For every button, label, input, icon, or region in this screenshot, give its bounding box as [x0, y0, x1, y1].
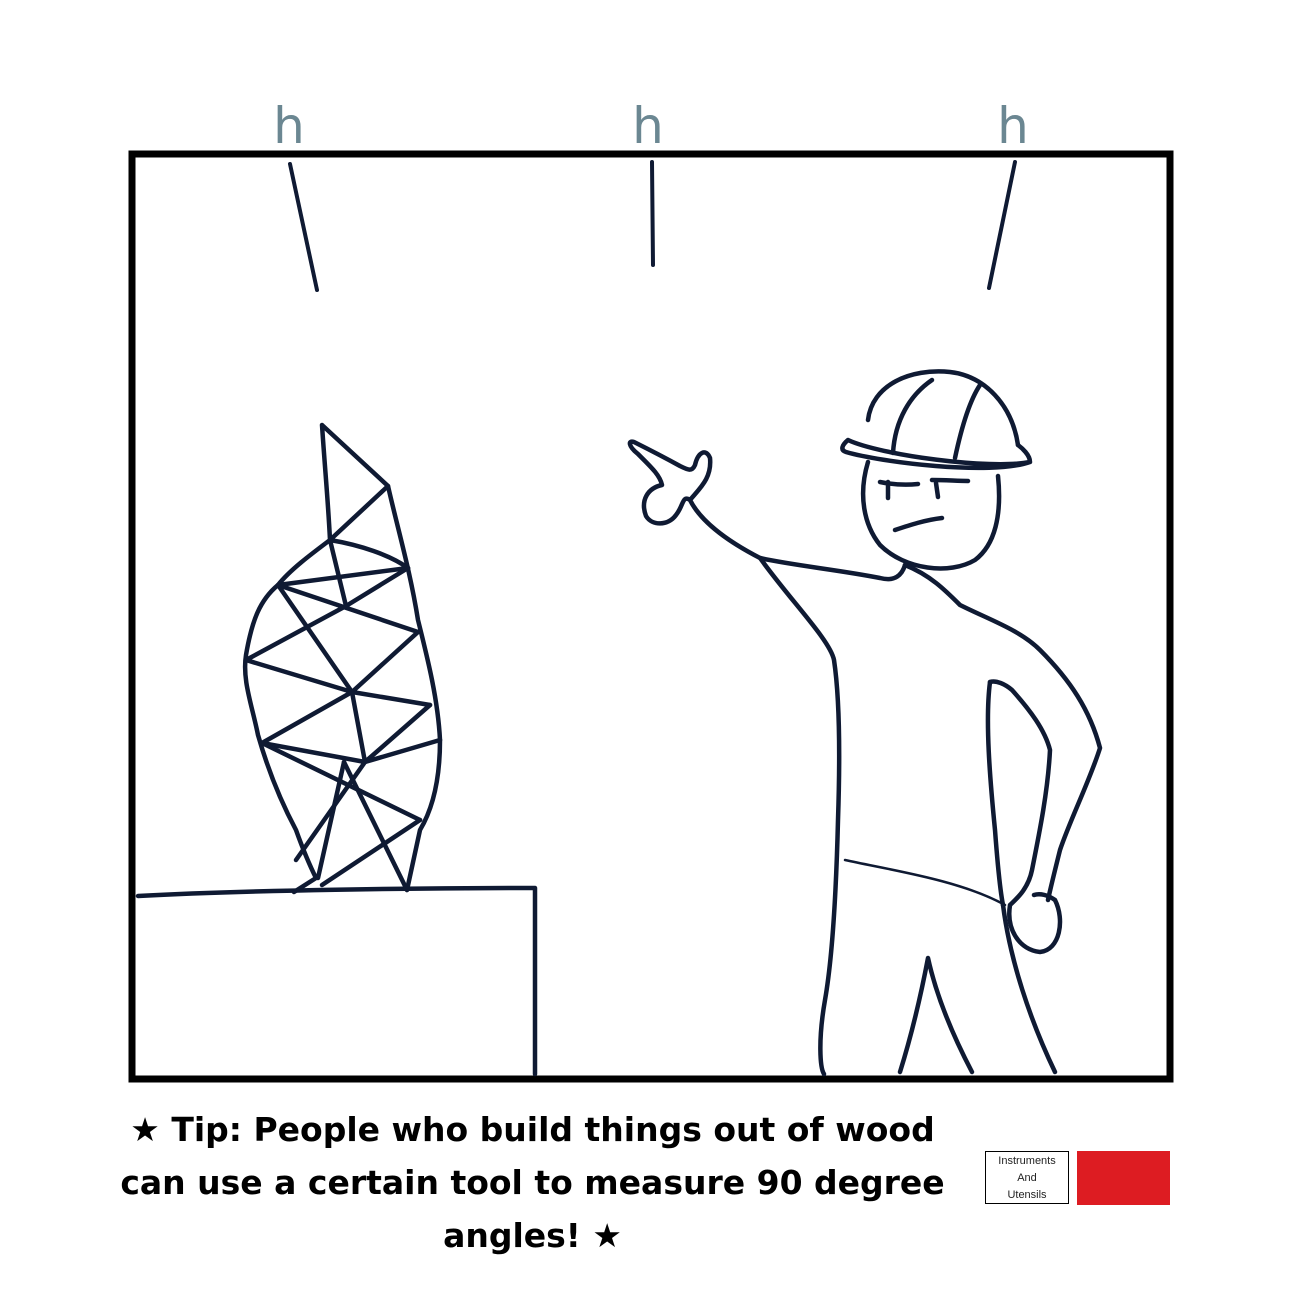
- construction-worker: [627, 369, 1103, 1077]
- category-label-line-3: Utensils: [1007, 1189, 1047, 1201]
- sound-line-left: [288, 162, 319, 292]
- sound-label-middle: h: [632, 97, 664, 155]
- tip-caption: ★ Tip: People who build things out of wo…: [120, 1110, 945, 1255]
- sound-label-left: h: [273, 97, 305, 155]
- category-label-line-1: Instruments: [998, 1155, 1056, 1167]
- triangle-sculpture: [242, 422, 443, 895]
- category-label-line-2: And: [1017, 1172, 1037, 1184]
- panel-frame: [128, 150, 1174, 1083]
- sound-line-right: [987, 160, 1017, 290]
- category-label: Instruments And Utensils: [985, 1151, 1069, 1204]
- category-color-swatch: [1077, 1151, 1170, 1205]
- pedestal: [135, 885, 538, 1077]
- sound-line-middle: [650, 160, 655, 267]
- sound-label-right: h: [997, 97, 1029, 155]
